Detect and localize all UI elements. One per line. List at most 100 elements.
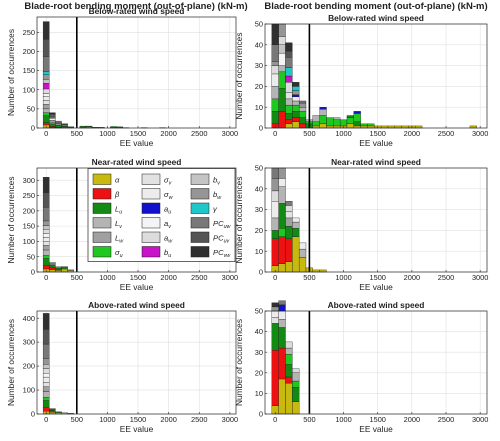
- bar-segment-sigma-u: [339, 119, 348, 127]
- bar-segment-pc-uw: [49, 114, 56, 117]
- x-tick-label: 500: [303, 129, 315, 138]
- bar-segment-pc-uw: [285, 201, 293, 206]
- bar-segment-b-w: [298, 102, 307, 108]
- bar-segment-l-v: [292, 372, 300, 382]
- bar-segment-sigma-w: [271, 201, 279, 219]
- bar-segment-b-w: [271, 61, 279, 66]
- bar-segment-l-v: [292, 221, 300, 229]
- bar-segment-pc-uw: [42, 206, 50, 222]
- bar-segment-sigma-v: [42, 241, 50, 246]
- bar-segment-a-w: [42, 88, 50, 94]
- bar-segment-sigma-w: [42, 376, 50, 383]
- bar-segment-alpha: [298, 257, 307, 273]
- y-tick-label: 20: [255, 82, 263, 91]
- y-tick-label: 50: [255, 20, 263, 29]
- bar-segment-pc-vw: [42, 313, 50, 330]
- y-axis-label: Number of occurrences: [234, 32, 244, 119]
- legend-swatch-alpha: [92, 173, 112, 185]
- bar-segment-a-w: [285, 341, 293, 349]
- bar-segment-sigma-u: [367, 123, 375, 127]
- y-tick-label: 200: [23, 206, 35, 215]
- x-tick-label: 3000: [472, 415, 488, 424]
- bar-segment-pc-vw: [42, 21, 50, 40]
- bar-segment-gamma: [292, 86, 300, 91]
- x-axis-label: EE value: [120, 424, 154, 434]
- figure-title-left: Blade-root bending moment (out-of-plane)…: [24, 1, 247, 12]
- x-axis-label: EE value: [359, 424, 393, 434]
- legend-label-beta: β: [114, 190, 120, 199]
- bar-segment-l-v: [67, 269, 74, 271]
- bar-segment-l-v: [298, 107, 307, 112]
- x-axis-label: EE value: [359, 282, 393, 292]
- bar-segment-l-v: [49, 122, 56, 124]
- legend-label-a-u: au: [164, 205, 171, 216]
- bar-segment-l-u: [278, 327, 286, 349]
- legend: αβ Lu Lv Lw σu σv σw au av aw bu bv bw γ PCuw PCuv PCvw: [87, 168, 236, 262]
- bar-segment-l-u: [285, 226, 293, 239]
- bar-segment-a-v: [278, 52, 286, 66]
- legend-label-l-w: Lw: [115, 234, 124, 245]
- legend-label-sigma-u: σu: [115, 248, 123, 259]
- x-tick-label: 3000: [472, 129, 488, 138]
- legend-label-sigma-v: σv: [164, 176, 172, 187]
- bar-segment-l-u: [55, 125, 62, 128]
- y-tick-label: 200: [23, 47, 35, 56]
- y-axis-label: Number of occurrences: [234, 319, 244, 406]
- x-tick-label: 2500: [191, 129, 207, 138]
- y-tick-label: 0: [31, 410, 35, 419]
- bar-segment-alpha: [346, 123, 354, 129]
- bar-segment-b-w: [42, 74, 50, 80]
- bar-segment-l-u: [292, 111, 300, 118]
- bar-segment-sigma-v: [42, 382, 50, 387]
- bar-segment-beta: [49, 410, 56, 413]
- x-tick-label: 2500: [438, 129, 454, 138]
- x-tick-label: 1000: [99, 129, 115, 138]
- bar-segment-sigma-u: [42, 112, 50, 116]
- bar-segment-pc-uw: [285, 57, 293, 68]
- bar-segment-sigma-w: [278, 310, 286, 320]
- bar-segment-sigma-u: [312, 121, 320, 127]
- y-tick-label: 150: [23, 222, 35, 231]
- bar-segment-a-w: [67, 126, 74, 128]
- bar-segment-l-v: [271, 86, 279, 100]
- bar-segment-l-v: [42, 108, 50, 113]
- x-tick-label: 1500: [130, 273, 146, 282]
- y-axis-label: Number of occurrences: [6, 319, 16, 406]
- bar-segment-pc-vw: [292, 82, 300, 87]
- bar-segment-l-u: [292, 228, 300, 237]
- legend-label-pc-uw: PCuw: [213, 219, 232, 230]
- y-tick-label: 300: [23, 176, 35, 185]
- bar-segment-l-w: [49, 263, 56, 266]
- bar-segment-l-u: [49, 265, 56, 268]
- legend-label-a-w: aw: [164, 234, 173, 245]
- bar-segment-beta: [271, 238, 279, 266]
- bar-segment-gamma: [285, 67, 293, 77]
- bar-segment-pc-vw: [271, 302, 279, 308]
- bar-segment-pc-uw: [271, 44, 279, 62]
- bar-segment-beta: [42, 122, 50, 126]
- bar-segment-pc-vw: [42, 177, 50, 193]
- x-axis-label: EE value: [359, 138, 393, 148]
- legend-swatch-l-w: [92, 231, 112, 243]
- x-tick-label: 1500: [369, 273, 385, 282]
- bar-segment-beta: [285, 238, 293, 262]
- bar-segment-l-u: [42, 258, 50, 266]
- x-tick-label: 1000: [99, 415, 115, 424]
- bar-segment-l-v: [285, 347, 293, 355]
- bar-segment-sigma-w: [42, 96, 50, 101]
- y-tick-label: 100: [23, 386, 35, 395]
- panel-title: Below-rated wind speed: [89, 6, 185, 16]
- axes-frame: [36, 16, 237, 129]
- bar-segment-sigma-w: [278, 178, 286, 187]
- legend-label-pc-vw: PCvw: [213, 248, 231, 259]
- x-tick-label: 0: [44, 129, 48, 138]
- bar-segment-l-v: [278, 186, 286, 204]
- bar-segment-sigma-w: [292, 217, 300, 223]
- bar-segment-b-v: [42, 225, 50, 230]
- bar-segment-pc-uw: [298, 100, 307, 104]
- x-tick-label: 3000: [222, 415, 238, 424]
- x-tick-label: 3000: [472, 273, 488, 282]
